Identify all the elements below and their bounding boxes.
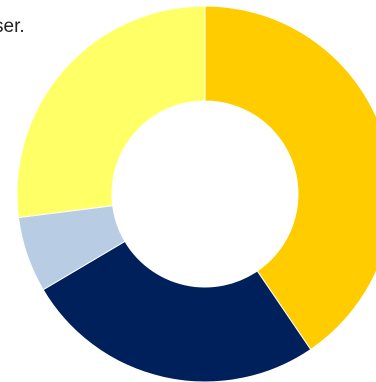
donut-slice-4 [16,5,206,219]
donut-slice-1 [204,5,376,351]
clipped-caption-text: ser. [0,16,25,37]
donut-slice-2 [42,240,312,382]
